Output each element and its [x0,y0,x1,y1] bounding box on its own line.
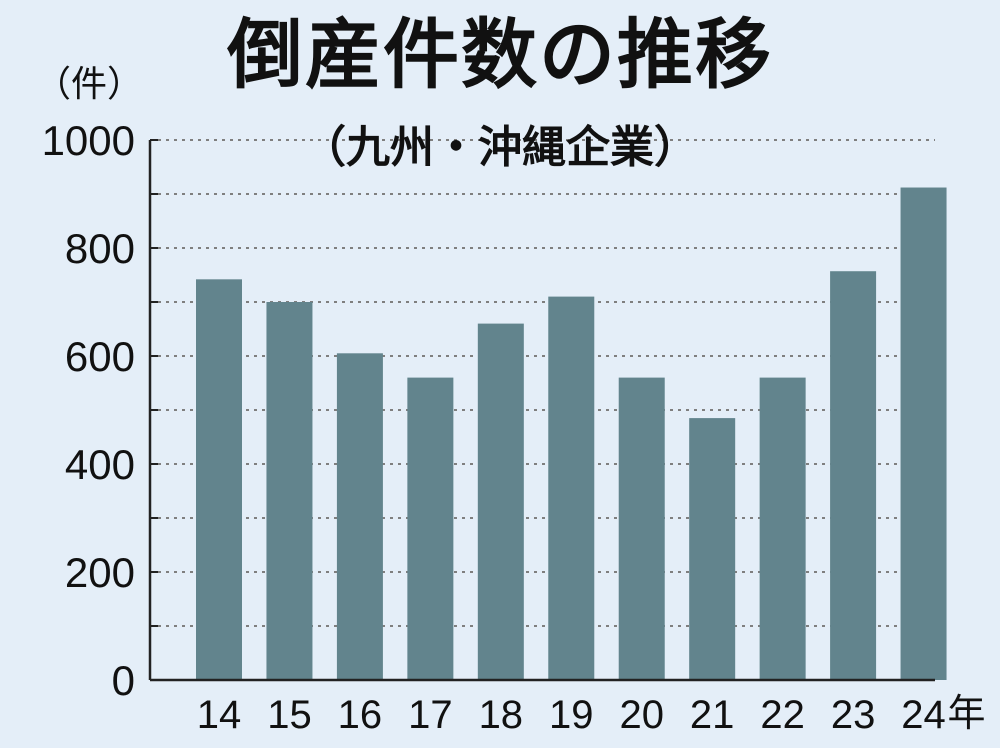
x-tick-label: 18 [479,693,524,737]
y-tick-label: 800 [65,225,135,272]
x-tick-label: 19 [549,693,594,737]
x-tick-label: 16 [338,693,383,737]
bar-14 [196,279,242,680]
x-axis-unit-label: 年 [948,691,986,735]
x-tick-label: 17 [408,693,453,737]
x-tick-label: 24 [901,693,946,737]
bar-24 [900,187,947,680]
y-tick-label: 0 [112,657,135,704]
bar-22 [759,377,806,680]
tick-labels: 14 15 16 17 18 19 20 21 22 23 24 年 0 200 400 600 800 1000 [42,117,986,737]
y-tick-label: 200 [65,549,135,596]
bar-23 [830,271,877,680]
bar-18 [477,323,524,680]
x-tick-label: 23 [831,693,876,737]
bar-20 [618,377,665,680]
y-tick-label: 1000 [42,117,135,164]
x-tick-label: 22 [760,693,805,737]
chart-title: 倒産件数の推移 [227,10,773,99]
bars [196,187,947,680]
axes [148,139,935,682]
y-tick-label: 400 [65,441,135,488]
x-tick-label: 21 [690,693,735,737]
bar-19 [548,296,595,680]
y-tick-label: 600 [65,333,135,380]
x-tick-label: 20 [619,693,664,737]
bar-16 [336,353,383,680]
x-tick-label: 15 [267,693,312,737]
bar-17 [407,377,454,680]
bar-15 [266,302,313,680]
y-axis-unit-label: （件） [35,64,144,105]
chart-subtitle: （九州・沖縄企業） [302,122,698,173]
bar-21 [689,418,736,680]
x-tick-label: 14 [197,693,242,737]
